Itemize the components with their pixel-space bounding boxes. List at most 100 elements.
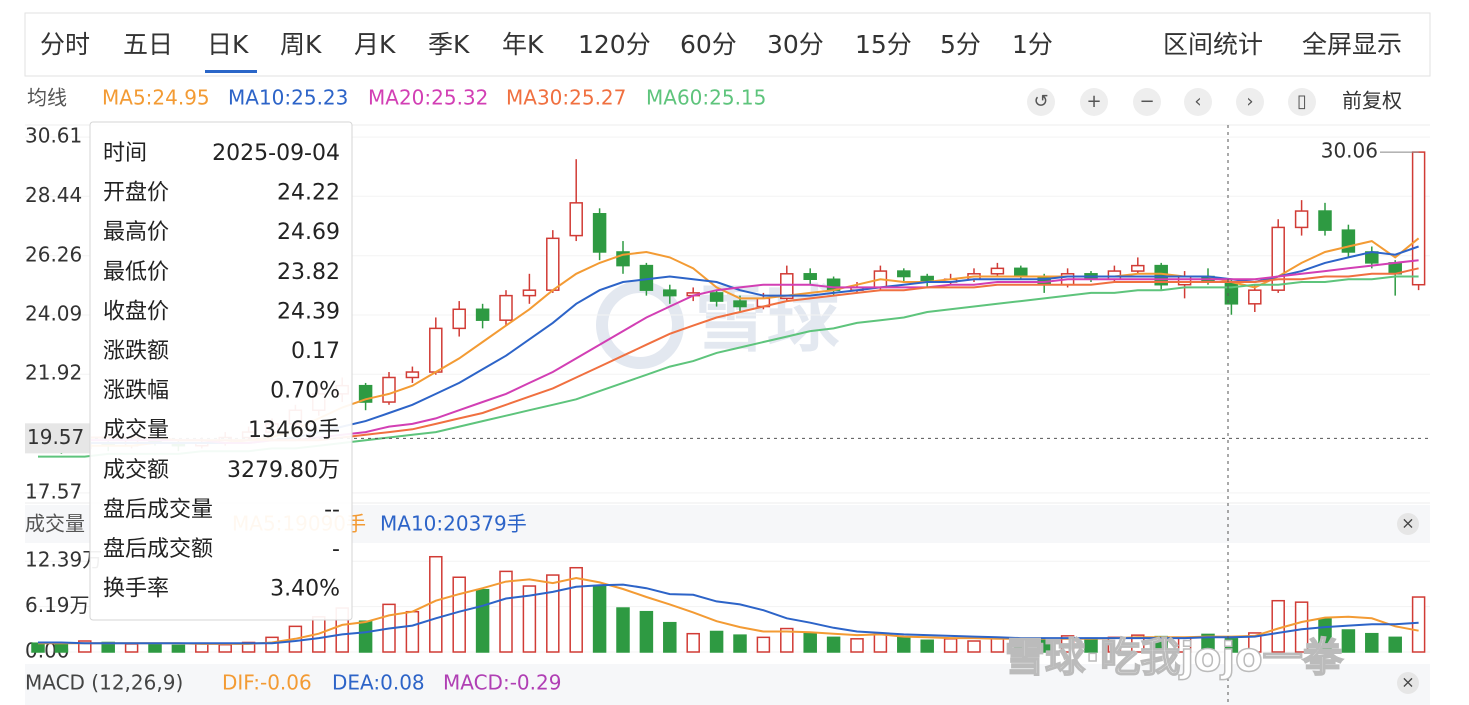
tab[interactable]: 周K bbox=[280, 30, 322, 59]
tooltip-label: 最低价 bbox=[103, 260, 169, 285]
tooltip-label: 涨跌幅 bbox=[103, 379, 169, 404]
candle-body bbox=[1318, 210, 1332, 231]
volume-bar bbox=[733, 634, 747, 653]
tab-underline bbox=[205, 70, 257, 73]
y-tick-label: 26.26 bbox=[25, 242, 82, 266]
y-tick-label: 12.39万 bbox=[25, 548, 102, 572]
volume-bar bbox=[616, 607, 630, 653]
volume-bar bbox=[1388, 636, 1402, 653]
macd-label: MACD (12,26,9) bbox=[25, 671, 183, 695]
volume-bar bbox=[546, 574, 560, 653]
volume-bar bbox=[148, 643, 162, 653]
volume-bar bbox=[429, 555, 443, 653]
tool-button[interactable] bbox=[1288, 88, 1316, 116]
y-tick-label: 21.92 bbox=[25, 361, 82, 385]
tab[interactable]: 60分 bbox=[680, 30, 737, 59]
crosshair-label: 19.57 bbox=[27, 425, 84, 449]
tooltip-label: 换手率 bbox=[103, 577, 169, 602]
volume-bar bbox=[1060, 635, 1075, 653]
tooltip-value: 24.39 bbox=[277, 299, 340, 324]
tab[interactable]: 月K bbox=[354, 30, 396, 59]
close-button[interactable] bbox=[1397, 513, 1419, 535]
volume-bar bbox=[1131, 634, 1145, 653]
legend-entry: MA20:25.32 bbox=[368, 86, 488, 110]
volume-bar bbox=[1365, 632, 1379, 653]
candles bbox=[31, 151, 1426, 454]
volume-ma-line bbox=[38, 583, 1419, 645]
tooltip: 时间 2025-09-04 开盘价 24.22 最高价 24.69 最低价 23.82 收盘价 2… bbox=[89, 121, 353, 621]
action-button[interactable]: 区间统计 bbox=[1163, 30, 1263, 59]
tab[interactable]: 分时 bbox=[40, 30, 90, 59]
adjust-button[interactable]: 前复权 bbox=[1342, 89, 1402, 113]
tool-icon: + bbox=[1086, 91, 1101, 112]
tab[interactable]: 120分 bbox=[578, 30, 651, 59]
volume-bar bbox=[218, 643, 232, 653]
candle-body bbox=[522, 289, 537, 297]
volume-bar bbox=[1248, 632, 1262, 653]
tool-button[interactable] bbox=[1236, 88, 1264, 116]
tab[interactable]: 日K bbox=[207, 30, 249, 59]
volume-bar bbox=[452, 576, 466, 653]
volume-bar bbox=[1224, 638, 1239, 653]
macd-legend: MACD:-0.29 bbox=[443, 671, 561, 695]
tooltip-value: 3.40% bbox=[270, 577, 340, 602]
tool-button[interactable] bbox=[1027, 88, 1055, 116]
volume-bar bbox=[756, 636, 771, 653]
watermark: 雪球·吃我jojo一拳 bbox=[1005, 635, 1344, 681]
watermark-logo bbox=[596, 281, 684, 369]
tool-button[interactable] bbox=[1184, 88, 1212, 116]
tab[interactable]: 五日 bbox=[123, 30, 173, 59]
tooltip-value: 3279.80万 bbox=[227, 458, 340, 483]
last-high-label: 30.06 bbox=[1321, 139, 1378, 163]
volume-bar bbox=[265, 636, 279, 653]
tab[interactable]: 5分 bbox=[940, 30, 981, 59]
volume-bar bbox=[850, 638, 864, 653]
tooltip-box bbox=[89, 121, 353, 621]
tab[interactable]: 15分 bbox=[855, 30, 912, 59]
volume-bar bbox=[54, 643, 69, 653]
volume-bar bbox=[358, 620, 373, 653]
tooltip-value: 13469手 bbox=[248, 418, 340, 443]
candle-body bbox=[1014, 267, 1028, 278]
legend-entry: MA30:25.27 bbox=[506, 86, 626, 110]
candle-body bbox=[499, 294, 513, 321]
volume-bar bbox=[1341, 629, 1356, 653]
y-tick-label: 6.19万 bbox=[25, 593, 90, 617]
volume-bar bbox=[873, 633, 888, 653]
volume-legend: MA10:20379手 bbox=[380, 512, 527, 536]
crosshair-label-bg bbox=[25, 423, 91, 454]
volume-bar bbox=[1201, 633, 1215, 653]
volume-bar bbox=[1084, 639, 1098, 653]
volume-bar bbox=[499, 570, 513, 653]
tool-icon: ▯ bbox=[1297, 91, 1307, 112]
close-button[interactable] bbox=[1397, 672, 1419, 694]
candle-body bbox=[1411, 151, 1426, 286]
volume-bar bbox=[31, 642, 45, 653]
tooltip-label: 开盘价 bbox=[103, 181, 169, 206]
volume-bar bbox=[569, 566, 583, 653]
tab[interactable]: 季K bbox=[428, 30, 470, 59]
legend-entry: MA60:25.15 bbox=[646, 86, 766, 110]
candle-body bbox=[990, 267, 1005, 275]
volume-bar bbox=[663, 621, 677, 653]
macd-legend: DEA:0.08 bbox=[332, 671, 425, 695]
candle-body bbox=[429, 327, 443, 373]
volume-bar bbox=[826, 636, 841, 653]
tool-button[interactable] bbox=[1080, 88, 1108, 116]
tab[interactable]: 1分 bbox=[1012, 30, 1053, 59]
tooltip-value: - bbox=[332, 537, 340, 562]
tool-button[interactable] bbox=[1133, 88, 1161, 116]
volume-bar bbox=[124, 643, 139, 653]
legend-entry: MA10:25.23 bbox=[228, 86, 348, 110]
volume-bar bbox=[897, 636, 911, 653]
candle-body bbox=[1131, 264, 1145, 272]
volume-bar bbox=[522, 585, 537, 653]
tooltip-label: 盘后成交额 bbox=[103, 537, 213, 562]
y-tick-label: 17.57 bbox=[25, 479, 82, 503]
tab[interactable]: 30分 bbox=[767, 30, 824, 59]
tab[interactable]: 年K bbox=[502, 30, 544, 59]
close-icon: × bbox=[1401, 514, 1414, 533]
legend-entry: MA5:24.95 bbox=[102, 86, 210, 110]
action-button[interactable]: 全屏显示 bbox=[1302, 30, 1402, 59]
